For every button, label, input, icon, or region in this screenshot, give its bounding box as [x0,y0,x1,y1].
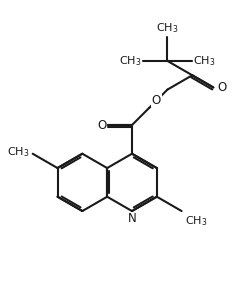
Text: CH$_3$: CH$_3$ [192,54,215,68]
Text: CH$_3$: CH$_3$ [155,21,178,35]
Text: O: O [151,94,160,107]
Text: O: O [97,119,106,132]
Text: CH$_3$: CH$_3$ [185,214,207,228]
Text: CH$_3$: CH$_3$ [7,146,29,160]
Text: O: O [216,81,226,94]
Text: N: N [127,212,136,225]
Text: CH$_3$: CH$_3$ [119,54,141,68]
